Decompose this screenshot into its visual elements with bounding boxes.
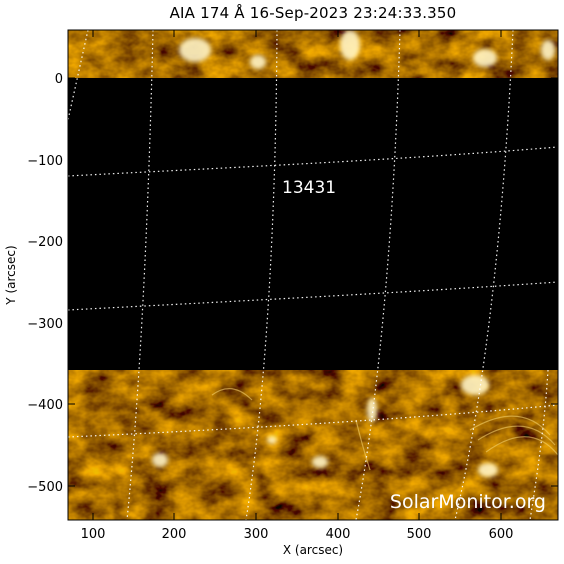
y-tick-label: 0 — [55, 72, 63, 87]
x-tick-label: 200 — [162, 527, 187, 542]
x-axis — [92, 30, 502, 520]
plot-frame — [67, 29, 559, 521]
watermark: SolarMonitor.org — [390, 491, 546, 513]
x-tick-label: 100 — [81, 527, 106, 542]
active-region-label: 13431 — [282, 178, 336, 198]
y-tick-label: −400 — [27, 398, 63, 413]
y-axis — [68, 77, 558, 487]
y-tick-label: −100 — [27, 154, 63, 169]
x-tick-label: 600 — [489, 527, 514, 542]
page-title: AIA 174 Å 16-Sep-2023 23:24:33.350 — [169, 4, 457, 22]
x-tick-label: 500 — [407, 527, 432, 542]
no-data-region — [68, 78, 558, 370]
y-axis-label: Y (arcsec) — [4, 245, 18, 305]
x-tick-label: 400 — [326, 527, 351, 542]
y-tick-label: −500 — [27, 480, 63, 495]
y-tick-label: −300 — [27, 317, 63, 332]
x-axis-label: X (arcsec) — [283, 543, 343, 557]
x-tick-label: 300 — [244, 527, 269, 542]
y-tick-label: −200 — [27, 235, 63, 250]
heliographic-grid — [68, 30, 558, 520]
